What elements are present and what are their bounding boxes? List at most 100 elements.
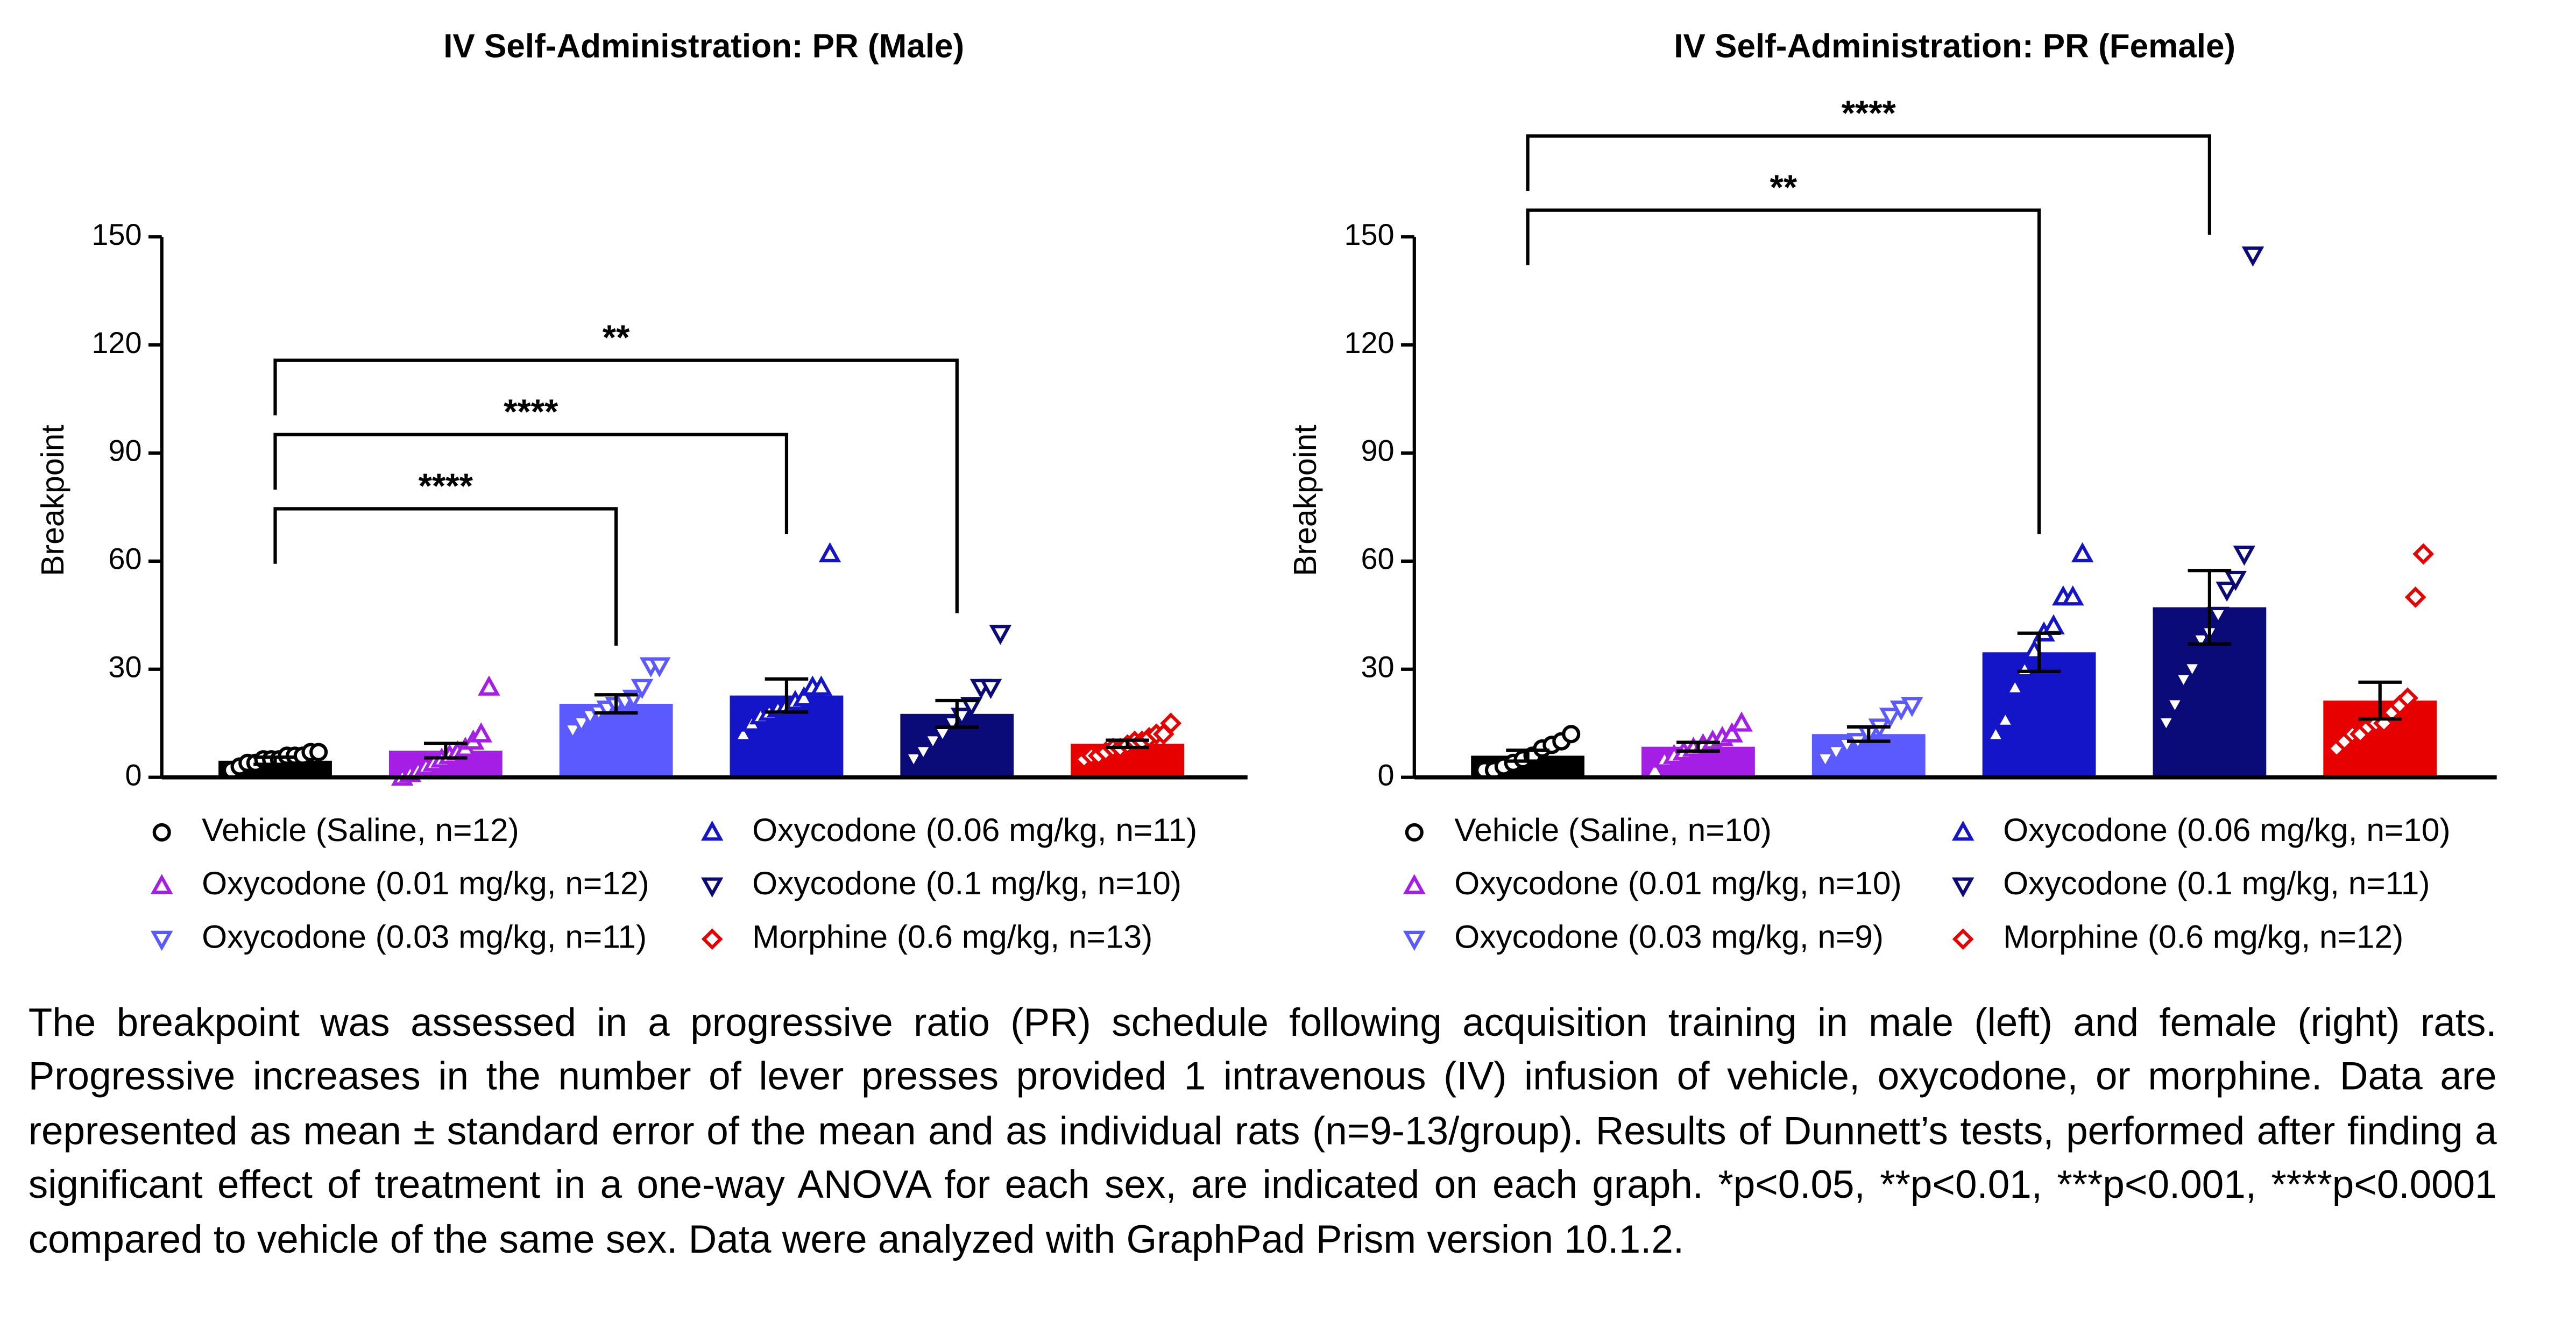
data-point (570, 715, 593, 736)
error-bar (1506, 748, 1549, 763)
error-bar (765, 677, 809, 714)
legend-marker (1951, 821, 1975, 841)
legend-label: Vehicle (Saline, n=12) (202, 811, 519, 848)
data-point (2042, 614, 2065, 634)
y-tick-label: 0 (1378, 758, 1395, 792)
data-point (1730, 711, 1753, 732)
bar (1982, 652, 2096, 778)
data-point (648, 657, 671, 677)
charts: IV Self-Administration: PR (Male) Breakpo… (36, 27, 2497, 955)
data-point (1889, 700, 1913, 721)
significance-label: ** (603, 318, 630, 357)
data-point (2189, 632, 2212, 653)
error-bar (2358, 680, 2402, 721)
legend-marker (150, 874, 173, 894)
data-point (2404, 586, 2426, 608)
y-tick-label: 30 (1361, 649, 1395, 683)
data-point (2071, 542, 2094, 562)
data-point (2163, 697, 2186, 717)
significance-bracket (1526, 134, 2211, 235)
y-tick-label: 0 (125, 758, 141, 792)
legend-marker (1403, 930, 1426, 951)
y-axis-label: Breakpoint (36, 425, 70, 576)
legend-marker (701, 928, 723, 950)
significance-bracket (1526, 208, 2041, 534)
legend-label: Oxycodone (0.01 mg/kg, n=12) (202, 865, 649, 901)
significance-label: **** (504, 392, 558, 432)
data-point (470, 722, 493, 743)
legend-marker (150, 930, 173, 951)
y-tick-label: 90 (1361, 434, 1395, 468)
data-point (2233, 545, 2256, 566)
legend-label: Oxycodone (0.03 mg/kg, n=11) (202, 918, 647, 955)
y-tick-label: 60 (1361, 542, 1395, 576)
error-bar (253, 755, 297, 766)
legend-marker (700, 821, 724, 841)
data-point (2061, 585, 2084, 606)
legend-label: Oxycodone (0.01 mg/kg, n=10) (1454, 865, 1901, 901)
data-point (810, 675, 833, 696)
data-point (818, 542, 841, 562)
y-tick-label: 150 (1344, 217, 1394, 251)
legend-marker (1403, 874, 1426, 894)
data-point (2397, 687, 2418, 709)
legend-label: Morphine (0.6 mg/kg, n=12) (2003, 918, 2403, 955)
y-tick-label: 90 (108, 434, 141, 468)
significance-label: **** (419, 467, 473, 506)
data-point (1562, 725, 1581, 744)
error-bar (1846, 725, 1891, 743)
y-tick-label: 120 (91, 326, 141, 359)
data-point (1984, 722, 2007, 743)
y-tick-label: 150 (91, 217, 141, 251)
significance-bracket (273, 433, 789, 534)
y-tick-label: 60 (108, 542, 141, 576)
data-point (979, 679, 1002, 700)
data-point (902, 751, 925, 772)
data-point (1879, 708, 1902, 728)
data-point (792, 686, 815, 707)
legend-marker (152, 823, 171, 842)
data-point (960, 697, 983, 717)
chart-title: IV Self-Administration: PR (Female) (1674, 27, 2235, 65)
data-point (478, 675, 500, 696)
y-tick-label: 30 (108, 649, 141, 683)
chart-title: IV Self-Administration: PR (Male) (443, 27, 964, 65)
legend-label: Oxycodone (0.1 mg/kg, n=11) (2003, 865, 2430, 901)
caption: The breakpoint was assessed in a progres… (28, 1001, 2497, 1261)
data-point (1901, 697, 1923, 717)
data-point (989, 625, 1012, 645)
data-point (2241, 246, 2264, 267)
data-point (922, 733, 944, 753)
legend-label: Oxycodone (0.03 mg/kg, n=9) (1454, 918, 1884, 955)
data-point (1825, 744, 1848, 764)
significance-bracket (273, 507, 618, 646)
error-bar (2188, 569, 2232, 646)
error-bar (1106, 738, 1149, 750)
data-point (732, 722, 755, 743)
data-point (2224, 570, 2247, 591)
data-point (309, 743, 328, 761)
data-point (1814, 751, 1837, 772)
significance-label: ** (1770, 168, 1797, 207)
data-point (2004, 675, 2027, 696)
legend-marker (1952, 928, 1974, 950)
significance-label: **** (1842, 94, 1896, 133)
data-point (912, 744, 935, 764)
legend-marker (1405, 823, 1424, 842)
data-point (1994, 708, 2017, 728)
error-bar (594, 693, 638, 715)
error-bar (2017, 631, 2061, 673)
significance-bracket (273, 358, 959, 613)
legend-label: Vehicle (Saline, n=10) (1454, 811, 1772, 848)
data-point (2216, 581, 2238, 602)
legend-label: Oxycodone (0.1 mg/kg, n=10) (752, 865, 1181, 901)
error-bar (935, 698, 979, 729)
data-point (2207, 606, 2230, 627)
data-point (1160, 712, 1182, 734)
data-point (2155, 715, 2178, 736)
error-bar (424, 741, 468, 760)
error-bar (1676, 740, 1720, 753)
data-point (2412, 543, 2435, 565)
legend-marker (700, 877, 724, 898)
